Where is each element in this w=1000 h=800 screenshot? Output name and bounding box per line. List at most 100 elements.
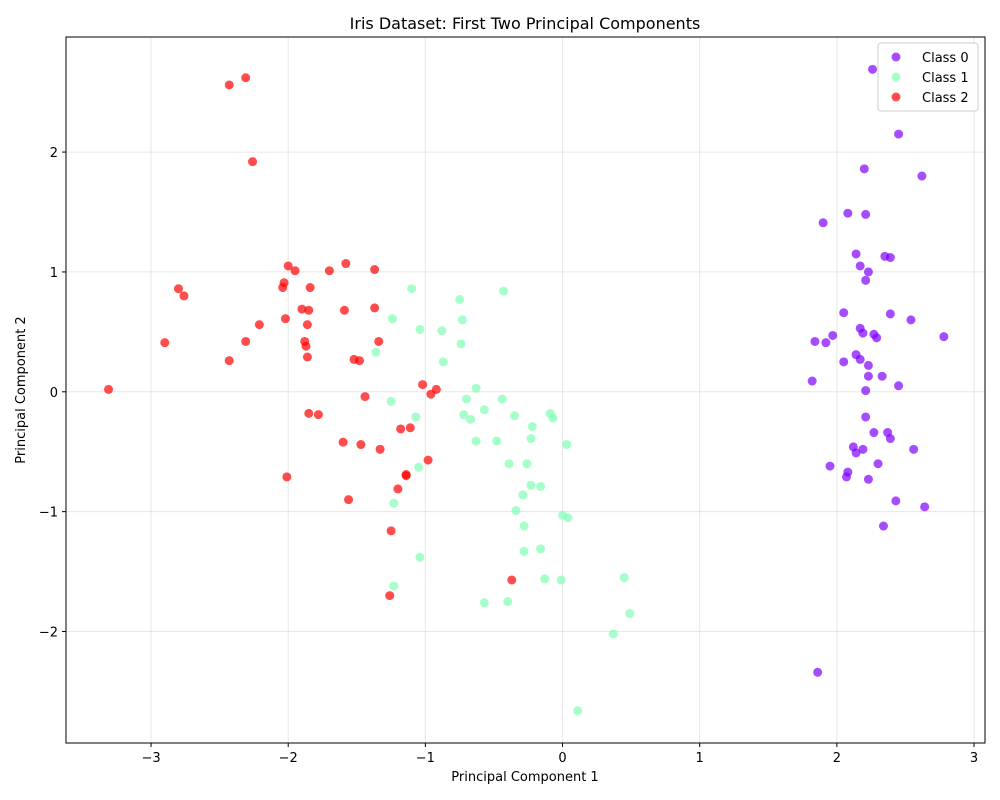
legend-marker-class-2	[891, 92, 901, 102]
data-point-class-1	[471, 436, 481, 446]
data-point-class-0	[839, 357, 849, 367]
data-point-class-2	[241, 336, 251, 346]
data-point-class-2	[282, 472, 292, 482]
y-tick-label: −2	[39, 626, 58, 641]
legend-label-class-0: Class 0	[922, 51, 969, 66]
data-point-class-2	[375, 444, 385, 454]
data-point-class-1	[536, 544, 546, 554]
data-point-class-2	[360, 392, 370, 402]
data-point-class-0	[807, 376, 817, 386]
data-point-class-2	[426, 389, 436, 399]
x-tick-label: −2	[279, 751, 298, 766]
data-point-class-2	[507, 575, 517, 585]
data-point-class-0	[859, 164, 869, 174]
data-point-class-1	[556, 575, 566, 585]
data-point-class-1	[625, 609, 635, 619]
data-point-class-2	[301, 341, 311, 351]
data-point-class-2	[179, 291, 189, 301]
data-point-class-0	[863, 267, 873, 277]
data-point-class-1	[455, 295, 465, 305]
data-point-class-1	[389, 581, 399, 591]
y-tick-label: 0	[50, 386, 58, 401]
data-point-class-2	[423, 455, 433, 465]
data-point-class-2	[305, 283, 315, 293]
data-point-class-0	[855, 261, 865, 271]
data-point-class-1	[456, 339, 466, 349]
data-point-class-0	[878, 521, 888, 531]
data-point-class-1	[522, 459, 532, 469]
data-point-class-1	[497, 394, 507, 404]
data-point-class-1	[371, 347, 381, 357]
data-point-class-1	[457, 315, 467, 325]
data-point-class-0	[839, 308, 849, 318]
data-point-class-1	[504, 459, 514, 469]
data-point-class-2	[302, 320, 312, 330]
data-point-class-2	[297, 304, 307, 314]
data-point-class-0	[885, 309, 895, 319]
data-point-class-2	[160, 338, 170, 348]
data-point-class-0	[861, 412, 871, 422]
data-point-class-2	[386, 526, 396, 536]
data-point-class-2	[280, 314, 290, 324]
data-point-class-0	[861, 209, 871, 219]
data-point-class-0	[861, 386, 871, 396]
data-point-class-0	[891, 496, 901, 506]
chart-title: Iris Dataset: First Two Principal Compon…	[350, 14, 701, 33]
data-point-class-0	[863, 360, 873, 370]
data-point-class-2	[355, 356, 365, 366]
data-point-class-0	[863, 371, 873, 381]
y-axis-label: Principal Component 2	[14, 316, 29, 463]
data-point-class-2	[370, 303, 380, 313]
data-point-class-0	[810, 336, 820, 346]
data-point-class-0	[885, 253, 895, 263]
data-point-class-1	[526, 480, 536, 490]
data-point-class-1	[573, 706, 583, 716]
data-point-class-0	[873, 459, 883, 469]
data-point-class-1	[492, 436, 502, 446]
data-point-class-1	[415, 324, 425, 334]
data-point-class-1	[511, 505, 521, 515]
grid	[66, 37, 985, 743]
data-point-class-1	[437, 326, 447, 336]
data-point-class-2	[313, 410, 323, 420]
data-point-class-2	[338, 437, 348, 447]
data-point-class-0	[851, 448, 861, 458]
data-point-class-0	[869, 428, 879, 438]
data-point-class-2	[356, 440, 366, 450]
data-point-class-1	[536, 481, 546, 491]
data-point-class-1	[466, 414, 476, 424]
legend-marker-class-1	[891, 72, 901, 82]
data-point-class-1	[519, 521, 529, 531]
data-point-class-1	[562, 440, 572, 450]
data-point-class-1	[519, 546, 529, 556]
legend: Class 0 Class 1 Class 2	[877, 42, 979, 112]
data-point-class-2	[370, 265, 380, 275]
data-point-class-0	[843, 208, 853, 218]
data-point-class-0	[851, 249, 861, 259]
legend-box	[877, 42, 979, 112]
data-point-class-0	[868, 64, 878, 74]
data-point-class-0	[906, 315, 916, 325]
x-tick-label: 3	[970, 751, 978, 766]
data-point-class-0	[909, 444, 919, 454]
data-point-class-1	[526, 434, 536, 444]
data-point-class-0	[825, 461, 835, 471]
axis-ticks: −3 −2 −1 0 1 2 3 −2 −1 0 1 2	[39, 146, 978, 766]
data-point-class-0	[821, 338, 831, 348]
data-point-class-2	[104, 384, 114, 394]
y-tick-label: 2	[50, 146, 58, 161]
x-tick-label: −1	[416, 751, 435, 766]
data-point-class-0	[863, 474, 873, 484]
x-tick-label: 1	[696, 751, 704, 766]
data-point-class-1	[540, 574, 550, 584]
data-point-class-0	[894, 381, 904, 391]
data-point-class-2	[173, 284, 183, 294]
data-point-class-2	[324, 266, 334, 276]
data-point-class-1	[503, 597, 513, 607]
data-point-class-2	[339, 305, 349, 315]
data-point-class-1	[608, 629, 618, 639]
legend-label-class-1: Class 1	[922, 71, 969, 86]
data-point-class-1	[386, 396, 396, 406]
data-point-class-0	[872, 333, 882, 343]
data-point-class-0	[813, 667, 823, 677]
